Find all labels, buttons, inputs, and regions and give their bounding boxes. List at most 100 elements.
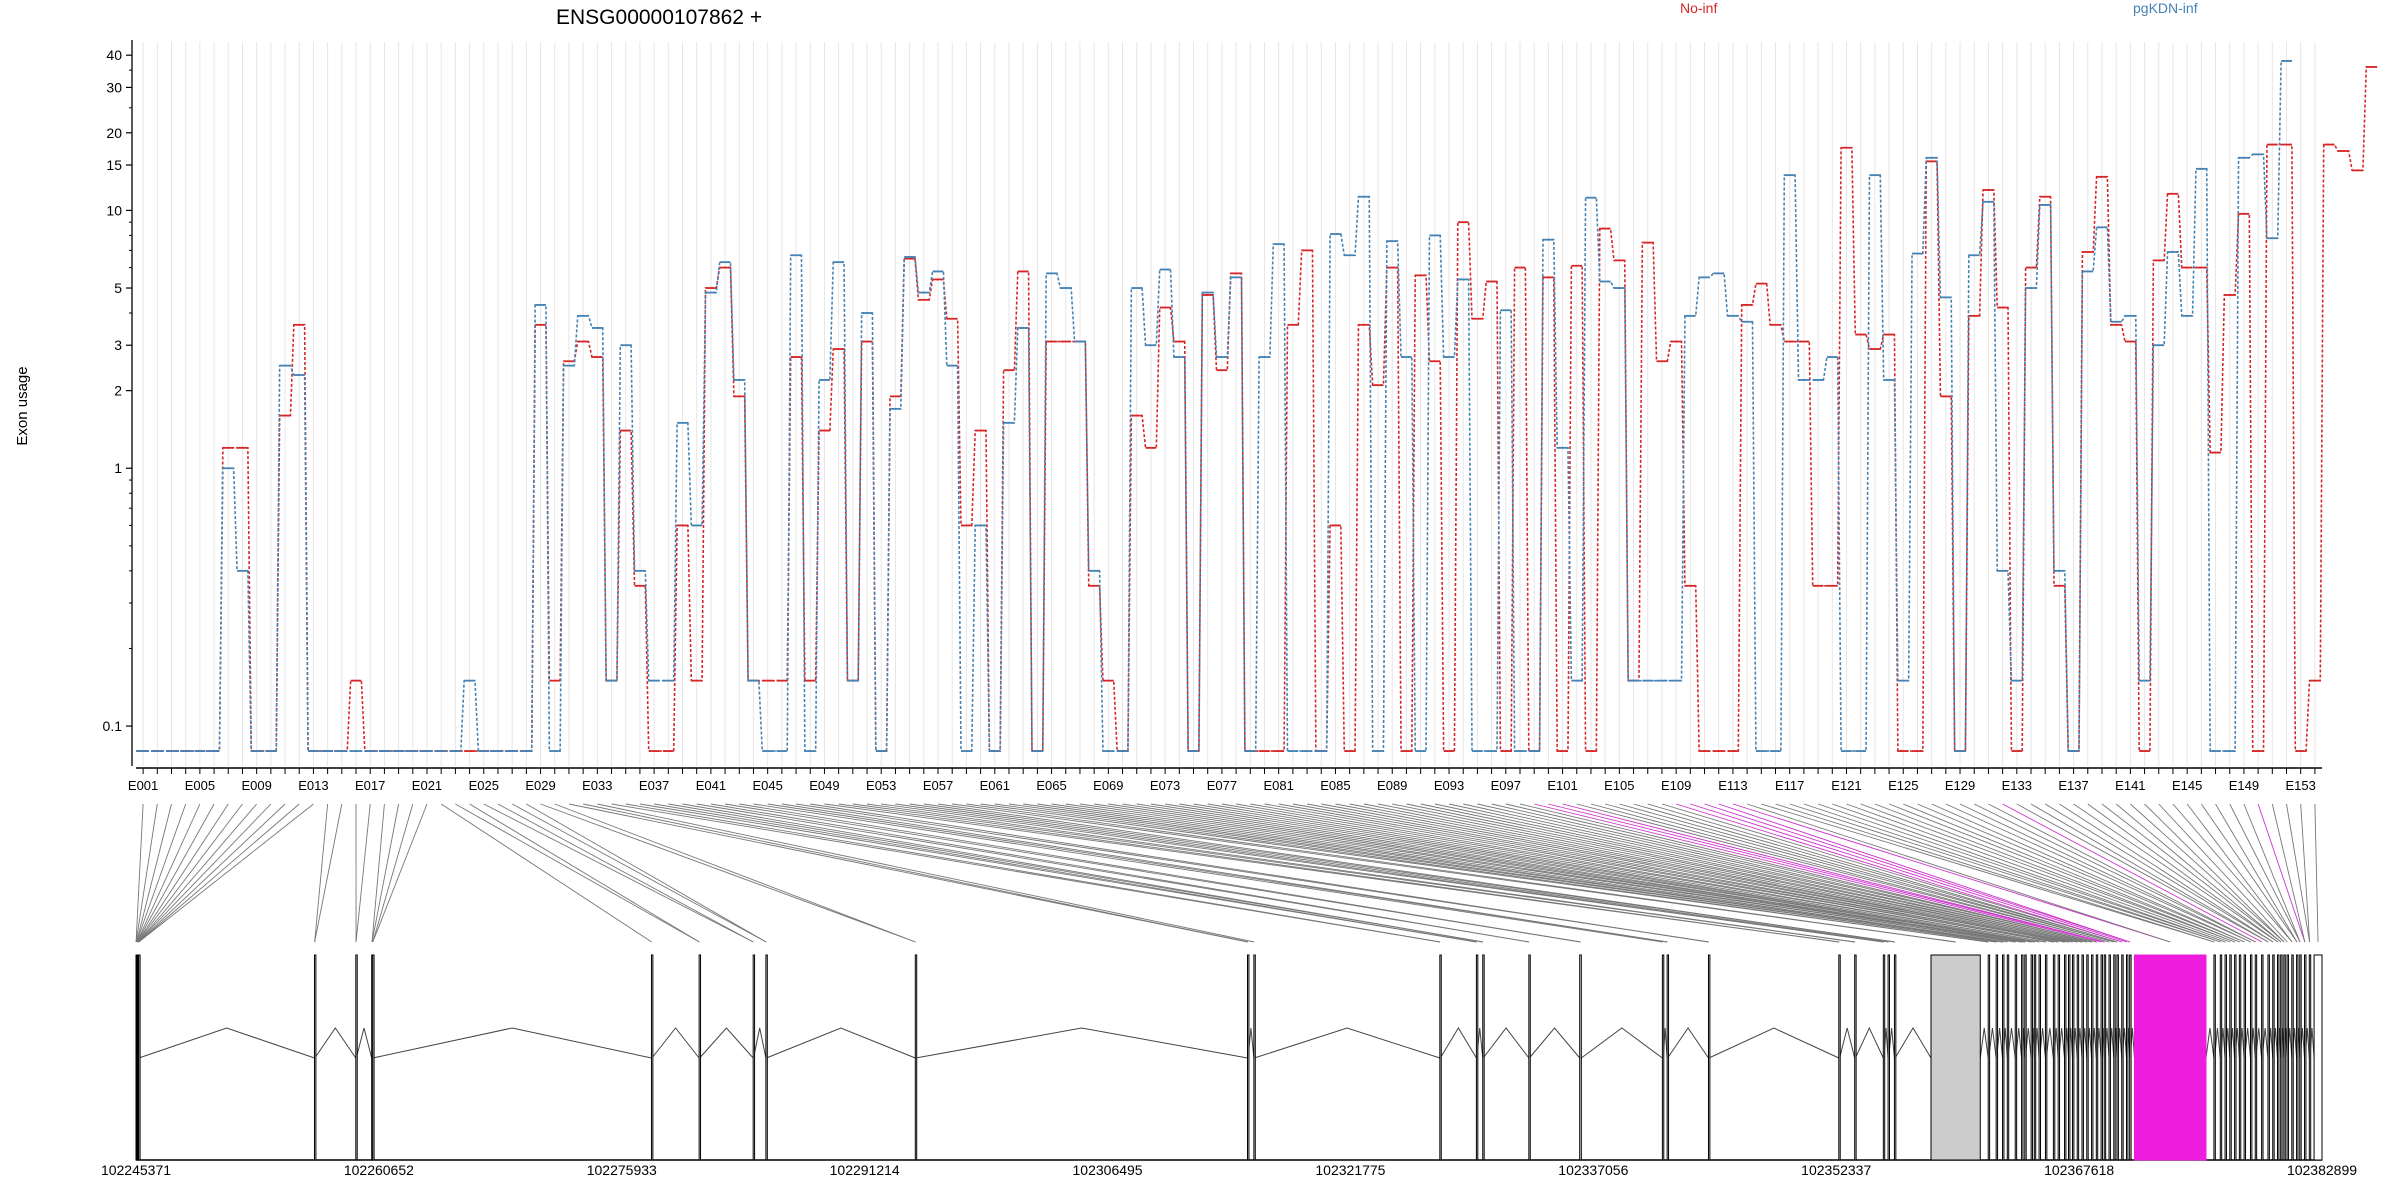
x-tick-label: E017 — [355, 778, 385, 793]
exon-block — [2249, 954, 2253, 1161]
connector-line — [710, 803, 1530, 943]
exon-block — [1930, 954, 1981, 1161]
connector-line — [1207, 803, 2035, 943]
exon-block — [2238, 954, 2242, 1161]
connector-line — [1221, 803, 2040, 943]
exon-block — [2267, 954, 2270, 1161]
connector-line — [136, 803, 172, 943]
connector-line — [1874, 803, 2236, 943]
exon-connector-lines — [135, 803, 2319, 943]
connector-line — [372, 803, 414, 943]
exon-block — [2108, 954, 2111, 1161]
exon-block — [2014, 954, 2018, 1161]
connector-line — [654, 803, 1477, 943]
connector-line — [1448, 803, 2088, 943]
connector-line — [371, 803, 385, 943]
connector-line — [1832, 803, 2226, 943]
x-tick-label: E141 — [2115, 778, 2145, 793]
exon-block — [2313, 954, 2323, 1161]
exon-block — [2272, 954, 2275, 1161]
x-tick-label: E073 — [1150, 778, 1180, 793]
y-tick-label: 0.1 — [103, 718, 123, 734]
connector-line — [1619, 803, 2115, 943]
exon-block — [650, 954, 654, 1161]
exon-block — [2219, 954, 2223, 1161]
x-tick-label: E145 — [2172, 778, 2202, 793]
exon-block — [1707, 954, 1711, 1161]
connector-line — [1094, 803, 2016, 943]
intron-line — [915, 1027, 1248, 1059]
connector-line — [895, 803, 1884, 943]
connector-line — [136, 803, 215, 943]
intron-line — [1894, 1027, 1932, 1059]
genomic-tick-label: 102367618 — [2044, 1162, 2114, 1178]
legend-pgkdn-inf: pgKDN-inf — [2133, 0, 2198, 16]
connector-line — [1377, 803, 2073, 943]
exon-block — [2052, 954, 2056, 1161]
x-tick-label: E121 — [1831, 778, 1861, 793]
x-tick-label: E081 — [1263, 778, 1293, 793]
exon-block — [1528, 954, 1531, 1161]
intron-line — [314, 1027, 357, 1059]
series-lines — [136, 60, 2378, 752]
connector-line — [1959, 803, 2251, 943]
connector-line — [1917, 803, 2245, 943]
connector-line — [909, 803, 1889, 943]
genomic-tick-label: 102337056 — [1558, 1162, 1628, 1178]
connector-line — [1392, 803, 2078, 943]
connector-line — [866, 803, 1856, 943]
intron-line — [138, 1027, 315, 1059]
chart-title: ENSG00000107862 + — [556, 6, 762, 29]
connector-line — [138, 803, 286, 943]
connector-line — [2186, 803, 2293, 943]
genomic-tick-label: 102306495 — [1073, 1162, 1143, 1178]
connector-line — [2101, 803, 2282, 943]
connector-line — [2243, 803, 2301, 943]
connector-line — [1803, 803, 2221, 943]
x-tick-label: E053 — [866, 778, 896, 793]
intron-line — [1439, 1027, 1477, 1059]
exon-block — [752, 954, 756, 1161]
connector-line — [1150, 803, 2026, 943]
connector-line — [1761, 803, 2215, 943]
exon-block — [2277, 954, 2280, 1161]
legend-no-inf: No-inf — [1680, 0, 1717, 16]
connector-line — [682, 803, 1484, 943]
intron-line — [1667, 1027, 1709, 1059]
exon-block — [1253, 954, 1256, 1161]
exon-block — [1247, 954, 1250, 1161]
connector-line — [2229, 803, 2301, 943]
connector-line — [1860, 803, 2236, 943]
exon-block — [2296, 954, 2299, 1161]
connector-line — [2271, 803, 2306, 943]
connector-line — [137, 803, 229, 943]
connector-line — [2172, 803, 2293, 943]
connector-line — [355, 803, 371, 943]
connector-line — [2200, 803, 2298, 943]
connector-line — [2286, 803, 2311, 943]
exon-block — [1887, 954, 1890, 1161]
genomic-tick-label: 102260652 — [344, 1162, 414, 1178]
series-line-pgkdn-inf — [136, 60, 2292, 752]
intron-line — [2045, 1027, 2054, 1059]
x-tick-label: E033 — [582, 778, 612, 793]
connector-line — [1732, 803, 2171, 943]
x-tick-label: E129 — [1945, 778, 1975, 793]
exon-block — [2308, 954, 2312, 1161]
connector-line — [1846, 803, 2231, 943]
connector-line — [1335, 803, 2065, 943]
connector-line — [2115, 803, 2282, 943]
exon-block — [2254, 954, 2258, 1161]
exon-block — [2113, 954, 2116, 1161]
x-tick-label: E001 — [128, 778, 158, 793]
connector-line — [1349, 803, 2069, 943]
connector-line — [1590, 803, 2110, 943]
exon-block — [1893, 954, 1897, 1161]
exon-block — [2006, 954, 2010, 1161]
connector-line — [1888, 803, 2240, 943]
y-tick-label: 20 — [106, 125, 122, 141]
connector-line — [136, 803, 201, 943]
x-tick-label: E049 — [809, 778, 839, 793]
exon-block — [1882, 954, 1886, 1161]
